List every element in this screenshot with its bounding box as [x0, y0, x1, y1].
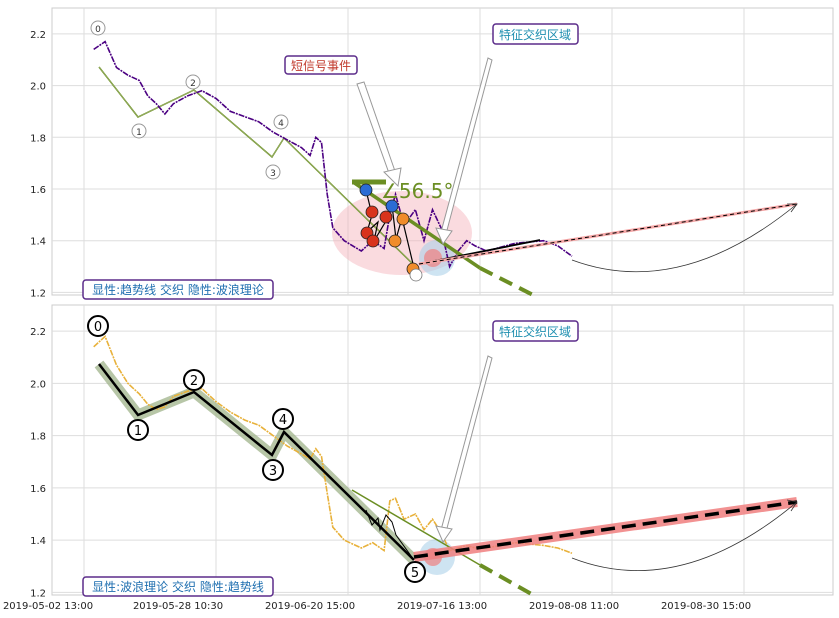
- event-marker: [409, 268, 423, 282]
- y-tick-label: 1.4: [30, 536, 46, 547]
- bottom-caption-box: [82, 576, 274, 597]
- bottom-wave-glow: [94, 360, 418, 564]
- wave-label: 2: [190, 79, 196, 89]
- bottom-feature-zone-label: 特征交织区域: [499, 324, 571, 339]
- top-grid: [52, 8, 833, 295]
- wave-label-circle: [183, 369, 205, 391]
- feature-zone-core: [424, 249, 442, 267]
- bottom-wave-line: [98, 363, 415, 561]
- wave-label: 2: [190, 374, 198, 389]
- event-marker: [365, 205, 379, 219]
- feature-zone-arrow-head: [435, 227, 453, 246]
- top-wave-labels: 0 1 2 4 3: [90, 20, 289, 180]
- wave-label-circle: [87, 315, 109, 337]
- short-signal-box: [284, 55, 358, 75]
- bottom-feature-zone-arrow-head: [435, 525, 453, 544]
- bottom-y-tick-labels: 1.2 1.4 1.6 1.8 2.0 2.2: [30, 327, 46, 599]
- wave-label-circle: [404, 561, 426, 583]
- x-tick-label: 2019-05-28 10:30: [133, 601, 223, 612]
- wave-label-circle: [262, 459, 284, 481]
- event-marker: [385, 199, 399, 213]
- wave-label: 4: [278, 119, 284, 129]
- bottom-feature-zone-arrow: [440, 355, 493, 533]
- y-tick-label: 1.8: [30, 432, 46, 443]
- wave-label: 5: [411, 566, 419, 581]
- x-tick-label: 2019-08-08 11:00: [529, 601, 619, 612]
- wave-label-circle: [185, 74, 201, 90]
- feature-zone-arrow: [440, 57, 493, 235]
- wave-label-circle: [90, 20, 106, 36]
- wave-label: 3: [269, 464, 277, 479]
- wave-label-circle: [272, 408, 294, 430]
- x-tick-label: 2019-08-30 15:00: [661, 601, 751, 612]
- event-marker: [359, 183, 373, 197]
- top-caption-box: [82, 279, 274, 300]
- wave-label: 0: [95, 25, 101, 35]
- y-tick-label: 1.2: [30, 288, 46, 299]
- bottom-forecast-curve: [571, 501, 798, 571]
- bottom-caption: 显性:波浪理论 交织 隐性:趋势线: [92, 579, 264, 594]
- y-tick-label: 1.6: [30, 484, 46, 495]
- y-tick-label: 2.2: [30, 30, 46, 41]
- bottom-plot-frame: [51, 304, 834, 596]
- event-marker: [366, 234, 380, 248]
- y-tick-label: 1.8: [30, 133, 46, 144]
- top-panel: 1.2 1.4 1.6 1.8 2.0 2.2: [30, 7, 834, 300]
- bottom-downtrend-extension: [479, 563, 536, 598]
- event-marker: [379, 210, 393, 224]
- bottom-x-tick-labels: 2019-05-02 13:00 2019-05-28 10:30 2019-06-…: [3, 601, 751, 612]
- x-tick-label: 2019-05-02 13:00: [3, 601, 93, 612]
- feature-zone-box: [492, 23, 579, 45]
- wave-label: 3: [270, 169, 276, 179]
- event-marker: [396, 212, 410, 226]
- top-y-tick-labels: 1.2 1.4 1.6 1.8 2.0 2.2: [30, 30, 46, 300]
- bottom-wave-labels: 0 1 2 3 4 5: [87, 315, 426, 583]
- y-tick-label: 2.2: [30, 327, 46, 338]
- top-trend-wave-highlight: [98, 66, 420, 271]
- wave-label: 1: [134, 424, 142, 439]
- angle-label: ∠56.5°: [381, 179, 453, 203]
- y-tick-label: 1.2: [30, 588, 46, 599]
- y-tick-label: 2.0: [30, 82, 46, 93]
- wave-label: 1: [136, 128, 142, 138]
- wave-label-circle: [131, 123, 147, 139]
- feature-zone-label: 特征交织区域: [499, 27, 571, 42]
- wave-label-circle: [265, 164, 281, 180]
- bottom-arrow-head: [786, 499, 798, 512]
- top-plot-frame: [51, 7, 834, 296]
- x-tick-label: 2019-07-16 13:00: [397, 601, 487, 612]
- bottom-feature-zone-box: [492, 320, 579, 342]
- top-forecast-curve: [571, 203, 798, 273]
- x-tick-label: 2019-06-20 15:00: [265, 601, 355, 612]
- y-tick-label: 1.4: [30, 237, 46, 248]
- bottom-price-series: [93, 335, 573, 554]
- top-arrow-head: [787, 203, 798, 213]
- short-signal-arrow-head: [383, 167, 402, 188]
- top-price-series: [93, 40, 573, 269]
- wave-label-circle: [273, 114, 289, 130]
- bottom-panel: 1.21.41.61.82.02.2 2019-05-02 13:00 2019-…: [3, 304, 834, 612]
- event-marker: [388, 234, 402, 248]
- bottom-grid: [52, 305, 833, 595]
- top-forecast-line: [418, 203, 798, 265]
- top-downtrend-line: [352, 180, 481, 270]
- y-tick-label: 1.6: [30, 185, 46, 196]
- short-signal-arrow: [356, 81, 397, 177]
- short-signal-label: 短信号事件: [291, 59, 351, 73]
- top-downtrend-extension: [479, 266, 536, 298]
- wave-label-circle: [127, 419, 149, 441]
- wave-label: 0: [94, 320, 102, 335]
- bottom-short-zigzag: [365, 509, 415, 561]
- top-caption: 显性:趋势线 交织 隐性:波浪理论: [92, 282, 264, 297]
- bottom-forecast-line: [413, 500, 798, 559]
- y-tick-label: 2.0: [30, 379, 46, 390]
- top-short-zigzag: [365, 189, 415, 269]
- top-event-markers: [359, 183, 423, 282]
- wave-label: 4: [279, 413, 287, 428]
